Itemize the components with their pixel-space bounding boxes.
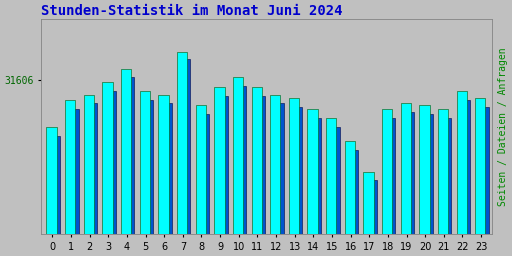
Bar xyxy=(251,87,262,256)
Bar xyxy=(178,59,190,256)
Bar xyxy=(48,136,60,256)
Bar xyxy=(140,91,150,256)
Bar xyxy=(47,127,57,256)
Bar xyxy=(382,109,392,256)
Bar xyxy=(457,91,467,256)
Bar xyxy=(290,107,302,256)
Bar xyxy=(104,91,116,256)
Bar xyxy=(346,150,358,256)
Bar xyxy=(216,96,228,256)
Bar xyxy=(270,94,281,256)
Bar xyxy=(308,109,318,256)
Bar xyxy=(364,172,374,256)
Bar xyxy=(122,77,135,256)
Bar xyxy=(438,109,448,256)
Bar xyxy=(439,118,452,256)
Bar xyxy=(309,118,321,256)
Bar xyxy=(289,98,299,256)
Bar xyxy=(177,51,187,256)
Bar xyxy=(141,100,153,256)
Bar xyxy=(158,94,168,256)
Bar xyxy=(214,87,224,256)
Bar xyxy=(65,100,75,256)
Bar xyxy=(327,127,339,256)
Bar xyxy=(345,141,355,256)
Bar xyxy=(102,82,113,256)
Bar xyxy=(160,103,172,256)
Bar xyxy=(233,77,243,256)
Bar xyxy=(477,107,488,256)
Bar xyxy=(84,94,94,256)
Bar xyxy=(401,103,411,256)
Bar xyxy=(253,96,265,256)
Bar xyxy=(326,118,336,256)
Bar xyxy=(234,86,246,256)
Bar xyxy=(85,103,97,256)
Bar xyxy=(402,112,414,256)
Bar xyxy=(458,100,470,256)
Bar xyxy=(197,114,209,256)
Bar xyxy=(196,105,206,256)
Bar xyxy=(420,114,433,256)
Bar xyxy=(419,105,430,256)
Bar xyxy=(67,109,78,256)
Bar xyxy=(383,118,395,256)
Text: Stunden-Statistik im Monat Juni 2024: Stunden-Statistik im Monat Juni 2024 xyxy=(41,4,343,18)
Y-axis label: Seiten / Dateien / Anfragen: Seiten / Dateien / Anfragen xyxy=(498,47,508,206)
Bar xyxy=(475,98,485,256)
Bar xyxy=(271,103,284,256)
Bar xyxy=(365,180,377,256)
Bar xyxy=(121,69,131,256)
